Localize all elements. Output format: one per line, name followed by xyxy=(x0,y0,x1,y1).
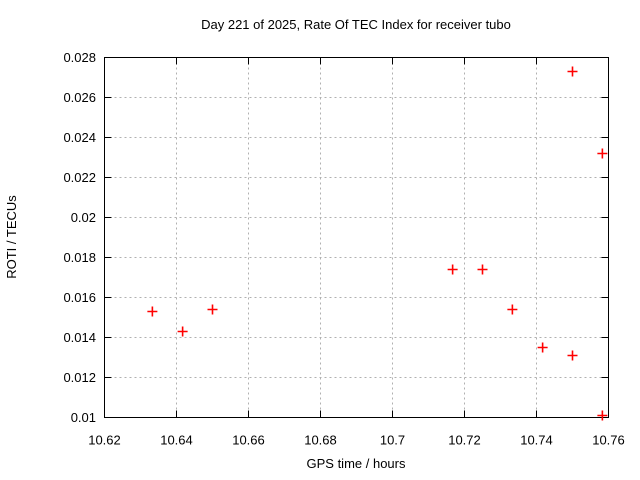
data-point-marker xyxy=(477,264,488,275)
y-tick-label: 0.022 xyxy=(63,170,96,185)
data-point-marker xyxy=(177,326,188,337)
x-tick-labels: 10.62 10.64 10.66 10.68 10.7 10.72 10.74 10.76 xyxy=(88,433,625,448)
x-tick-label: 10.74 xyxy=(520,433,553,448)
data-point-marker xyxy=(567,66,578,77)
x-tick-label: 10.68 xyxy=(304,433,337,448)
border-rect xyxy=(104,57,609,418)
y-tick-label: 0.026 xyxy=(63,90,96,105)
data-point-marker xyxy=(447,264,458,275)
y-tick-label: 0.016 xyxy=(63,290,96,305)
y-tick-label: 0.018 xyxy=(63,250,96,265)
data-point-marker xyxy=(597,410,608,421)
x-tick-label: 10.7 xyxy=(380,433,405,448)
y-tick-label: 0.014 xyxy=(63,330,96,345)
x-axis-label: GPS time / hours xyxy=(307,456,406,471)
x-tick-label: 10.64 xyxy=(160,433,193,448)
gridlines xyxy=(104,57,609,418)
y-tick-label: 0.024 xyxy=(63,130,96,145)
chart-title: Day 221 of 2025, Rate Of TEC Index for r… xyxy=(201,17,511,32)
y-tick-labels: 0.01 0.012 0.014 0.016 0.018 0.02 0.022 0.024 0.… xyxy=(63,50,96,425)
data-point-marker xyxy=(567,350,578,361)
y-axis-label: ROTI / TECUs xyxy=(4,195,19,279)
data-point-marker xyxy=(597,148,608,159)
y-tick-label: 0.012 xyxy=(63,370,96,385)
plot-border xyxy=(104,57,609,418)
x-tick-label: 10.76 xyxy=(592,433,625,448)
axis-ticks xyxy=(104,57,609,418)
data-points xyxy=(147,66,608,421)
x-tick-label: 10.62 xyxy=(88,433,121,448)
y-tick-label: 0.028 xyxy=(63,50,96,65)
y-tick-label: 0.01 xyxy=(71,410,96,425)
data-point-marker xyxy=(537,342,548,353)
data-point-marker xyxy=(207,304,218,315)
x-tick-label: 10.66 xyxy=(232,433,265,448)
x-tick-label: 10.72 xyxy=(448,433,481,448)
data-point-marker xyxy=(507,304,518,315)
y-tick-label: 0.02 xyxy=(71,210,96,225)
data-point-marker xyxy=(147,306,158,317)
